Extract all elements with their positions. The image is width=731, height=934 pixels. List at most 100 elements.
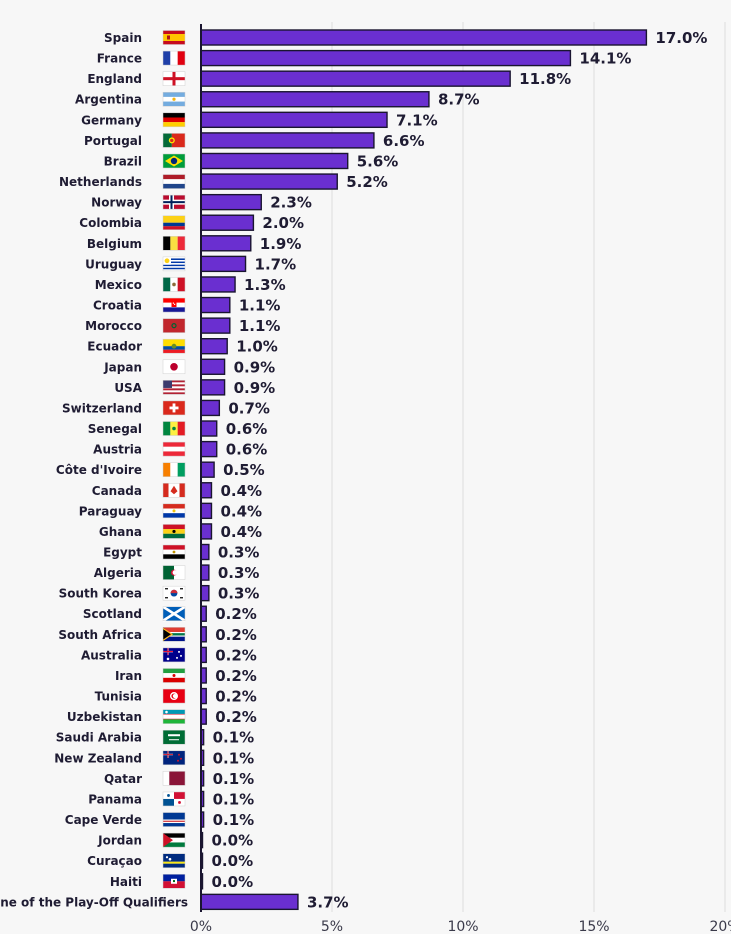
category-label: Curaçao (87, 854, 142, 868)
category-label: Morocco (85, 319, 142, 333)
data-label: 11.8% (519, 70, 571, 88)
x-tick-label: 0% (190, 919, 212, 934)
data-label: 0.3% (218, 544, 260, 562)
category-label: Brazil (104, 154, 142, 168)
iran-flag-icon (162, 668, 186, 683)
egypt-flag-icon (162, 544, 186, 560)
bar (200, 152, 349, 170)
panama-flag-icon (162, 791, 186, 807)
data-label: 0.3% (218, 564, 260, 582)
category-label: Tunisia (95, 690, 142, 704)
data-label: 1.1% (239, 317, 281, 335)
category-label: Spain (104, 31, 142, 45)
category-label: Belgium (87, 237, 142, 251)
data-label: 0.2% (215, 688, 257, 706)
data-label: 3.7% (307, 893, 349, 911)
jordan-flag-icon (162, 832, 186, 848)
canada-flag-icon (162, 483, 186, 498)
gridlines (331, 22, 726, 912)
data-label: 0.2% (215, 646, 257, 664)
category-label: South Africa (58, 628, 142, 642)
category-label: Côte d'Ivoire (56, 463, 142, 477)
value-labels: 17.0% 14.1% 11.8% 8.7%7.1% 6.6% 5.6% 5.2% 2.3% 2… (212, 29, 708, 911)
bar (200, 235, 252, 252)
data-label: 2.3% (270, 194, 312, 212)
bar (200, 91, 430, 108)
colombia-flag-icon (162, 215, 186, 230)
data-label: 0.2% (215, 626, 257, 644)
bar (200, 399, 221, 417)
croatia-flag-icon (162, 297, 186, 313)
france-flag-icon (162, 50, 186, 66)
category-label: Senegal (88, 422, 142, 436)
usa-flag-icon (162, 380, 186, 395)
category-label: South Korea (59, 587, 142, 601)
bars (200, 29, 648, 911)
belgium-flag-icon (162, 236, 186, 251)
data-label: 0.9% (234, 358, 276, 376)
data-label: 1.3% (244, 276, 286, 294)
bar (200, 214, 255, 231)
category-label: Netherlands (59, 175, 142, 189)
uruguay-flag-icon (162, 256, 186, 272)
x-tick-label: 15% (578, 919, 609, 934)
australia-flag-icon (162, 647, 186, 663)
category-label: Mexico (95, 278, 142, 292)
data-label: 1.9% (260, 235, 302, 253)
ecuador-flag-icon (162, 338, 186, 354)
netherlands-flag-icon (162, 174, 186, 189)
bar (200, 49, 572, 67)
data-label: 0.4% (220, 482, 262, 500)
paraguay-flag-icon (162, 503, 186, 519)
category-label: USA (114, 381, 142, 395)
scotland-flag-icon (162, 605, 186, 622)
morocco-flag-icon (162, 318, 186, 333)
algeria-flag-icon (162, 565, 186, 580)
category-label: One of the Play-Off Qualifiers (0, 895, 188, 909)
norway-flag-icon (162, 194, 186, 210)
category-label: Saudi Arabia (56, 731, 142, 745)
cote-divoire-flag-icon (162, 462, 186, 477)
bar (200, 132, 375, 149)
portugal-flag-icon (162, 133, 186, 148)
ghana-flag-icon (162, 524, 186, 539)
mexico-flag-icon (162, 277, 186, 292)
bar (200, 482, 213, 499)
japan-flag-icon (162, 359, 186, 375)
category-label: Argentina (75, 93, 142, 107)
bar (200, 379, 226, 396)
data-label: 0.1% (213, 749, 255, 767)
data-label: 0.1% (213, 811, 255, 829)
germany-flag-icon (162, 112, 186, 128)
brazil-flag-icon (162, 153, 186, 169)
data-label: 0.3% (218, 585, 260, 603)
category-label: England (87, 72, 142, 86)
bar (200, 564, 210, 581)
qatar-flag-icon (162, 771, 186, 786)
tunisia-flag-icon (162, 688, 186, 704)
bar (200, 584, 210, 602)
data-label: 0.1% (213, 790, 255, 808)
category-label: Paraguay (79, 504, 142, 518)
data-label: 6.6% (383, 132, 425, 150)
data-label: 0.1% (213, 770, 255, 788)
data-label: 0.7% (228, 399, 270, 417)
data-label: 0.2% (215, 605, 257, 623)
bar (200, 440, 218, 458)
data-label: 5.2% (346, 173, 388, 191)
data-label: 0.0% (212, 832, 254, 850)
category-label: Austria (93, 443, 142, 457)
england-flag-icon (162, 71, 186, 86)
x-tick-label: 5% (321, 919, 343, 934)
category-label: Norway (91, 196, 142, 210)
category-label: New Zealand (54, 751, 142, 765)
category-label: Scotland (83, 607, 142, 621)
category-label: Portugal (84, 134, 142, 148)
x-tick-label: 10% (447, 919, 478, 934)
uzbekistan-flag-icon (162, 709, 186, 724)
data-label: 1.7% (255, 255, 297, 273)
data-label: 17.0% (655, 29, 707, 47)
bar (200, 523, 213, 540)
category-label: Ghana (99, 525, 142, 539)
